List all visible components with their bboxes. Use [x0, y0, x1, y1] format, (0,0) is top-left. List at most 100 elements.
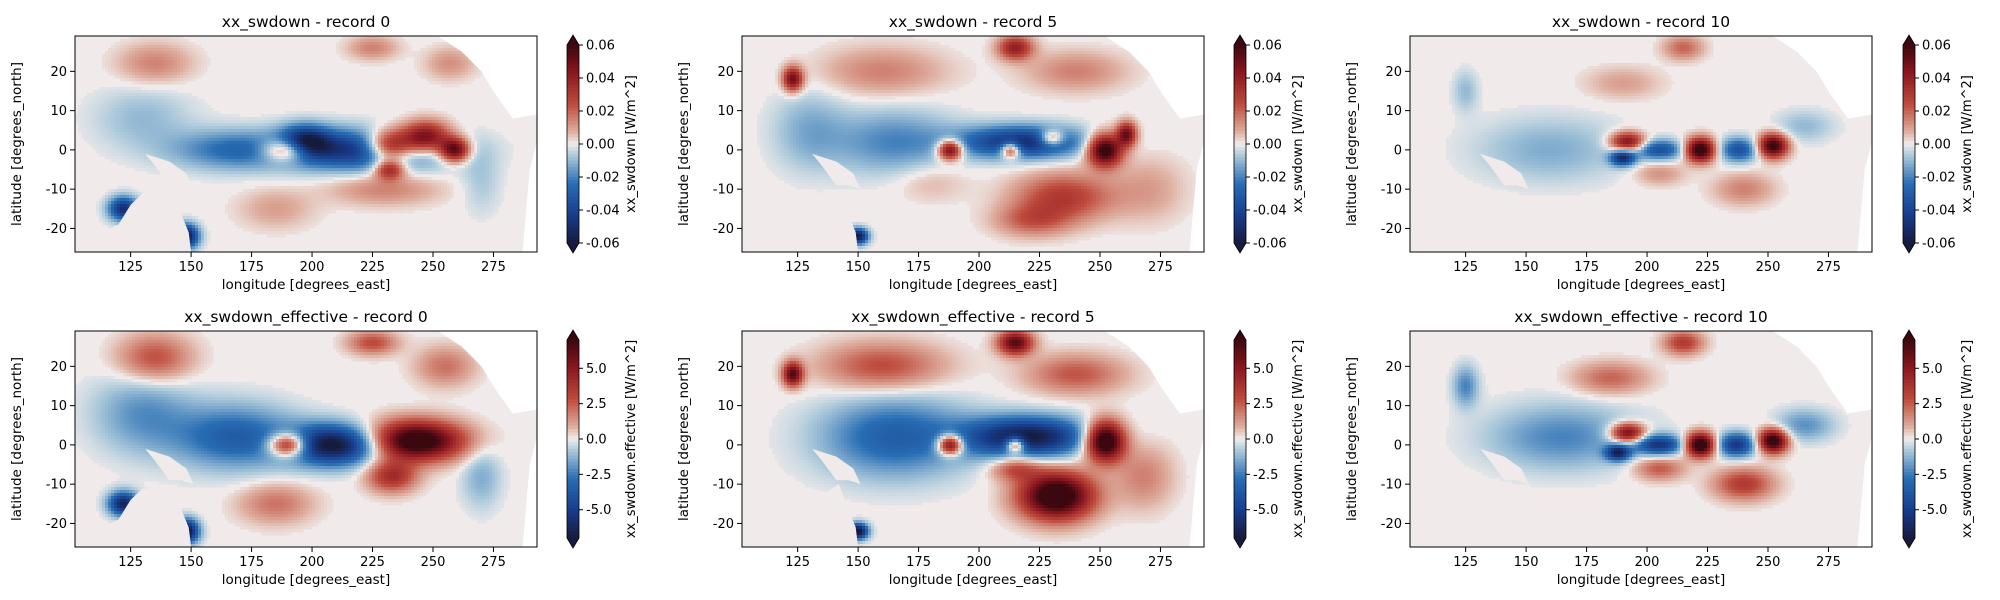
heatmap-cell [204, 168, 208, 172]
heatmap-cell [432, 120, 436, 124]
heatmap-cell [363, 45, 367, 49]
heatmap-cell [264, 207, 268, 211]
heatmap-cell [195, 138, 199, 142]
heatmap-cell [105, 96, 109, 100]
heatmap-cell [432, 63, 436, 67]
heatmap-cell [279, 207, 283, 211]
heatmap-cell [387, 198, 391, 202]
heatmap-cell [204, 171, 208, 175]
heatmap-cell [405, 186, 409, 190]
heatmap-cell [177, 129, 181, 133]
heatmap-cell [495, 204, 499, 208]
heatmap-cell [297, 123, 301, 127]
heatmap-cell [132, 111, 136, 115]
heatmap-cell [306, 117, 310, 121]
heatmap-cell [465, 186, 469, 190]
heatmap-cell [141, 81, 145, 85]
heatmap-cell [147, 135, 151, 139]
heatmap-cell [318, 171, 322, 175]
heatmap-cell [372, 39, 376, 43]
heatmap-cell [102, 105, 106, 109]
heatmap-cell [231, 165, 235, 169]
heatmap-cell [171, 45, 175, 49]
heatmap-cell [438, 147, 442, 151]
heatmap-cell [405, 180, 409, 184]
heatmap-cell [330, 111, 334, 115]
heatmap-cell [129, 153, 133, 157]
heatmap-cell [147, 93, 151, 97]
heatmap-cell [417, 147, 421, 151]
heatmap-cell [285, 189, 289, 193]
heatmap-cell [333, 123, 337, 127]
heatmap-cell [93, 99, 97, 103]
heatmap-cell [507, 159, 511, 163]
heatmap-cell [225, 165, 229, 169]
heatmap-cell [339, 156, 343, 160]
heatmap-cell [81, 111, 85, 115]
heatmap-cell [297, 141, 301, 145]
heatmap-cell [411, 138, 415, 142]
heatmap-cell [354, 162, 358, 166]
heatmap-cell [393, 156, 397, 160]
heatmap-cell [351, 120, 355, 124]
heatmap-cell [312, 138, 316, 142]
heatmap-cell [468, 174, 472, 178]
heatmap-cell [132, 141, 136, 145]
heatmap-cell [93, 123, 97, 127]
heatmap-cell [204, 165, 208, 169]
heatmap-cell [81, 135, 85, 139]
heatmap-cell [261, 162, 265, 166]
heatmap-cell [192, 78, 196, 82]
heatmap-cell [486, 195, 490, 199]
heatmap-cell [312, 129, 316, 133]
heatmap-cell [84, 102, 88, 106]
heatmap-cell [189, 159, 193, 163]
heatmap-cell [120, 114, 124, 118]
heatmap-cell [399, 123, 403, 127]
heatmap-cell [327, 186, 331, 190]
heatmap-cell [93, 141, 97, 145]
heatmap-cell [318, 162, 322, 166]
heatmap-cell [444, 168, 448, 172]
heatmap-cell [204, 153, 208, 157]
heatmap-cell [408, 132, 412, 136]
heatmap-cell [144, 60, 148, 64]
heatmap-cell [129, 135, 133, 139]
heatmap-cell [369, 45, 373, 49]
heatmap-cell [474, 204, 478, 208]
heatmap-cell [273, 171, 277, 175]
heatmap-cell [165, 126, 169, 130]
heatmap-cell [369, 159, 373, 163]
heatmap-cell [348, 60, 352, 64]
heatmap-cell [267, 165, 271, 169]
heatmap-cell [357, 162, 361, 166]
heatmap-cell [180, 150, 184, 154]
heatmap-cell [84, 114, 88, 118]
heatmap-cell [159, 45, 163, 49]
heatmap-cell [153, 153, 157, 157]
heatmap-cell [417, 108, 421, 112]
heatmap-cell [153, 120, 157, 124]
heatmap-cell [312, 141, 316, 145]
heatmap-cell [321, 126, 325, 130]
heatmap-cell [153, 141, 157, 145]
heatmap-cell [432, 201, 436, 205]
heatmap-cell [345, 141, 349, 145]
heatmap-cell [309, 111, 313, 115]
heatmap-cell [375, 138, 379, 142]
heatmap-cell [294, 189, 298, 193]
heatmap-cell [363, 186, 367, 190]
heatmap-cell [132, 129, 136, 133]
heatmap-cell [483, 159, 487, 163]
heatmap-cell [498, 168, 502, 172]
heatmap-cell [429, 198, 433, 202]
heatmap-cell [453, 57, 457, 61]
heatmap-cell [186, 45, 190, 49]
heatmap-cell [378, 168, 382, 172]
heatmap-cell [333, 120, 337, 124]
heatmap-cell [267, 156, 271, 160]
heatmap-cell [168, 150, 172, 154]
heatmap-cell [117, 96, 121, 100]
heatmap-cell [309, 162, 313, 166]
heatmap-cell [462, 63, 466, 67]
